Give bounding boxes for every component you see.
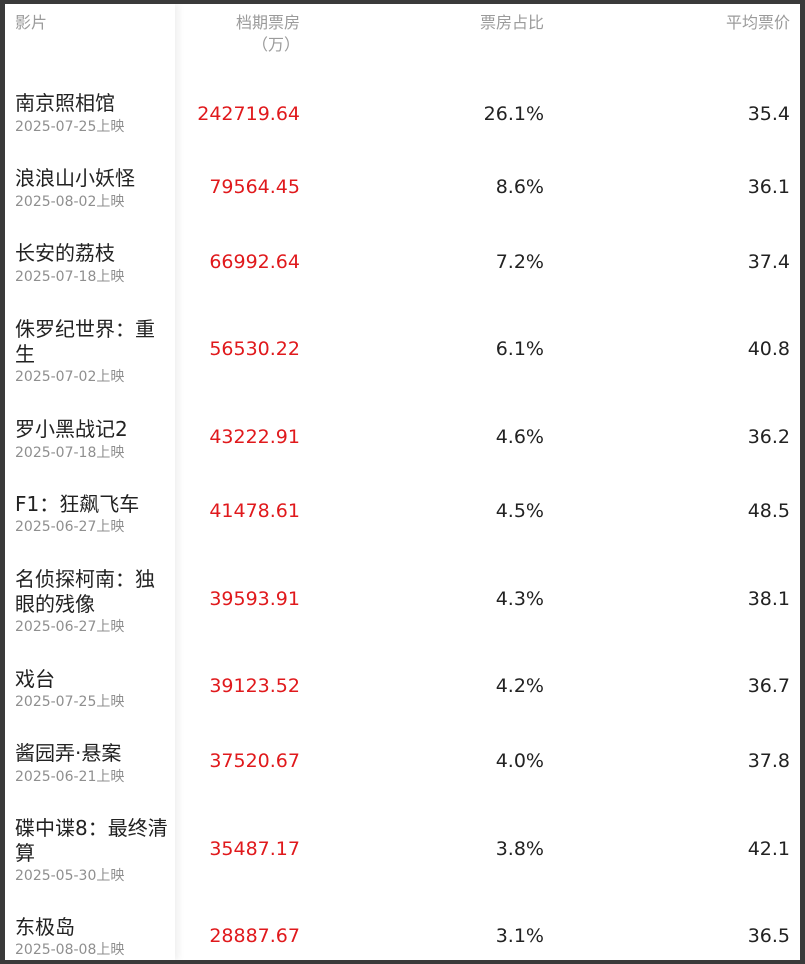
avg-price-value: 36.5 xyxy=(747,925,790,947)
movie-title[interactable]: 戏台 xyxy=(15,667,55,691)
movie-title[interactable]: 侏罗纪世界：重生 xyxy=(15,317,155,366)
share-value: 4.3% xyxy=(495,588,544,610)
header-box-office-label: 档期票房 xyxy=(235,13,300,32)
box-office-value: 28887.67 xyxy=(209,925,300,947)
avg-price-value: 36.1 xyxy=(747,176,790,198)
release-date: 2025-07-18上映 xyxy=(15,445,125,461)
avg-price-value: 37.4 xyxy=(747,251,790,273)
header-avg-price[interactable]: 平均票价 xyxy=(725,13,790,32)
release-date: 2025-07-25上映 xyxy=(15,694,125,710)
avg-price-value: 40.8 xyxy=(747,338,790,360)
share-value: 6.1% xyxy=(495,338,544,360)
movie-title[interactable]: 酱园弄·悬案 xyxy=(15,741,122,765)
avg-price-value: 36.7 xyxy=(747,675,790,697)
movie-title[interactable]: 名侦探柯南：独眼的残像 xyxy=(15,567,155,616)
share-value: 4.6% xyxy=(495,426,544,448)
box-office-value: 242719.64 xyxy=(197,103,300,125)
movie-title[interactable]: 浪浪山小妖怪 xyxy=(15,166,135,190)
avg-price-value: 38.1 xyxy=(747,588,790,610)
release-date: 2025-05-30上映 xyxy=(15,868,125,884)
release-date: 2025-08-08上映 xyxy=(15,942,125,958)
release-date: 2025-07-18上映 xyxy=(15,269,125,285)
avg-price-value: 48.5 xyxy=(747,500,790,522)
box-office-value: 43222.91 xyxy=(209,426,300,448)
box-office-table: 影片 档期票房 （万） 票房占比 平均票价 南京照相馆 2025-07-25上映… xyxy=(5,4,800,960)
avg-price-value: 35.4 xyxy=(747,103,790,125)
release-date: 2025-06-27上映 xyxy=(15,619,125,635)
box-office-value: 35487.17 xyxy=(209,838,300,860)
table-header: 影片 档期票房 （万） 票房占比 平均票价 xyxy=(5,4,800,64)
share-value: 4.2% xyxy=(495,675,544,697)
header-film[interactable]: 影片 xyxy=(15,13,48,32)
movie-title[interactable]: F1：狂飙飞车 xyxy=(15,492,140,516)
share-value: 3.1% xyxy=(495,925,544,947)
movie-title[interactable]: 东极岛 xyxy=(15,915,75,939)
release-date: 2025-06-27上映 xyxy=(15,519,125,535)
release-date: 2025-06-21上映 xyxy=(15,769,125,785)
share-value: 7.2% xyxy=(495,251,544,273)
release-date: 2025-08-02上映 xyxy=(15,194,125,210)
header-box-office-unit: （万） xyxy=(251,35,300,54)
release-date: 2025-07-02上映 xyxy=(15,369,125,385)
share-value: 8.6% xyxy=(495,176,544,198)
movie-title[interactable]: 长安的荔枝 xyxy=(15,241,115,265)
share-value: 3.8% xyxy=(495,838,544,860)
box-office-value: 37520.67 xyxy=(209,750,300,772)
release-date: 2025-07-25上映 xyxy=(15,119,125,135)
avg-price-value: 42.1 xyxy=(747,838,790,860)
share-value: 26.1% xyxy=(483,103,544,125)
movie-title[interactable]: 南京照相馆 xyxy=(15,91,115,115)
movie-title[interactable]: 碟中谍8：最终清算 xyxy=(15,816,168,865)
movie-title[interactable]: 罗小黑战记2 xyxy=(15,417,128,441)
box-office-value: 39123.52 xyxy=(209,675,300,697)
avg-price-value: 37.8 xyxy=(747,750,790,772)
share-value: 4.0% xyxy=(495,750,544,772)
box-office-value: 56530.22 xyxy=(209,338,300,360)
avg-price-value: 36.2 xyxy=(747,426,790,448)
box-office-value: 39593.91 xyxy=(209,588,300,610)
header-box-office[interactable]: 档期票房 （万） xyxy=(236,12,300,56)
share-value: 4.5% xyxy=(495,500,544,522)
box-office-value: 41478.61 xyxy=(209,500,300,522)
film-column-background xyxy=(5,4,175,960)
box-office-value: 79564.45 xyxy=(209,176,300,198)
box-office-value: 66992.64 xyxy=(209,251,300,273)
header-share[interactable]: 票房占比 xyxy=(479,13,544,32)
